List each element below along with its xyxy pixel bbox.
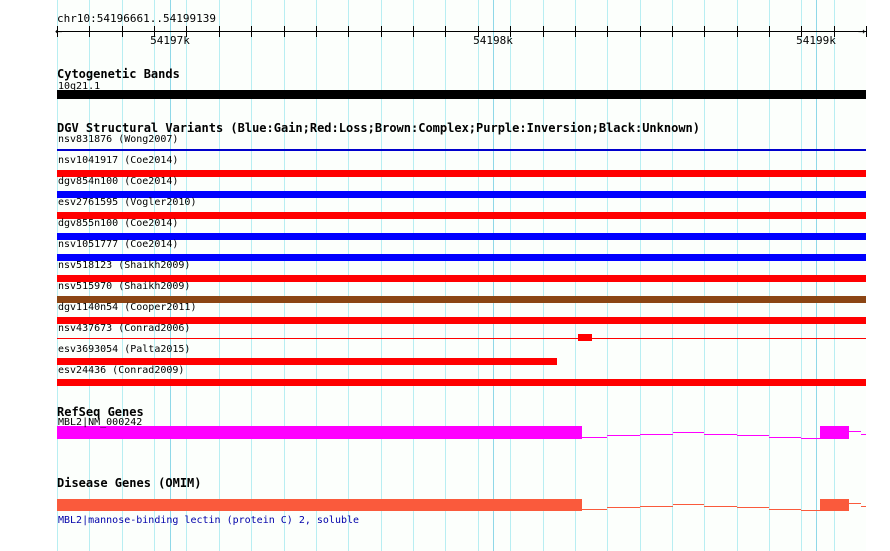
dgv-variant-bar[interactable] [57,317,866,324]
ruler-tick [154,26,155,37]
ruler-left-arrow-icon[interactable]: ← [55,24,63,38]
ruler-tick [737,26,738,37]
dgv-track-label: nsv518123 (Shaikh2009) [58,260,191,271]
dgv-variant-bar[interactable] [57,149,866,151]
dgv-variant-bar[interactable] [57,275,866,282]
ruler-tick [57,26,58,37]
ruler-tick [607,26,608,37]
ruler-tick [219,26,220,37]
ruler-tick [510,26,511,37]
dgv-variant-bar[interactable] [57,191,866,198]
dgv-variant-bar[interactable] [57,379,866,386]
ruler-tick-label: 54199k [796,34,836,47]
ruler-tick [122,26,123,37]
omim-exon-block[interactable] [820,499,849,511]
refseq-intron-line [640,434,673,435]
ruler-tick-label: 54197k [150,34,190,47]
ruler-tick [543,26,544,37]
refseq-intron-line [607,435,640,436]
refseq-intron-line [704,434,737,435]
section-title-dgv-structural-variants: DGV Structural Variants (Blue:Gain;Red:L… [57,121,700,135]
dgv-variant-bar[interactable] [57,212,866,219]
ruler-tick [316,26,317,37]
dgv-track-label: esv24436 (Conrad2009) [58,365,185,376]
dgv-track-label: dgv855n100 (Coe2014) [58,218,179,229]
refseq-intron-line [861,434,870,435]
refseq-intron-line [801,438,820,439]
ruler-tick [672,26,673,37]
omim-intron-line [769,509,801,510]
refseq-intron-line [769,437,801,438]
cytogenetic-band-bar[interactable] [57,90,866,99]
dgv-track-label: nsv437673 (Conrad2006) [58,323,191,334]
omim-intron-line [582,509,607,510]
ruler-tick [801,26,802,37]
dgv-variant-bar[interactable] [57,254,866,261]
ruler-tick [186,26,187,37]
dgv-variant-bar[interactable] [57,170,866,177]
ruler-tick [348,26,349,37]
dgv-track-label: nsv831876 (Wong2007) [58,134,179,145]
section-title-disease-genes-omim: Disease Genes (OMIM) [57,476,202,490]
dgv-variant-block[interactable] [578,334,592,341]
dgv-variant-bar[interactable] [57,233,866,240]
omim-exon-block[interactable] [57,499,582,511]
refseq-intron-line [737,435,769,436]
omim-intron-line [861,506,870,507]
omim-intron-line [607,507,640,508]
left-margin [0,0,57,551]
dgv-variant-bar[interactable] [57,296,866,303]
omim-intron-line [673,504,704,505]
refseq-exon-block[interactable] [820,426,849,439]
ruler-tick [445,26,446,37]
ruler-tick [413,26,414,37]
dgv-track-label: esv3693054 (Palta2015) [58,344,191,355]
dgv-variant-bar[interactable] [57,338,866,339]
cytogenetic-band-label: 10q21.1 [58,81,101,92]
ruler-tick [834,26,835,37]
omim-intron-line [640,506,673,507]
dgv-track-label: nsv1041917 (Coe2014) [58,155,179,166]
omim-intron-line [801,510,820,511]
dgv-track-label: nsv1051777 (Coe2014) [58,239,179,250]
ruler-tick [381,26,382,37]
ruler-tick-label: 54198k [473,34,513,47]
dgv-variant-bar[interactable] [57,358,557,365]
section-title-refseq-genes: RefSeq Genes [57,405,144,419]
ruler-tick [575,26,576,37]
ruler-tick [478,26,479,37]
dgv-track-label: dgv854n100 (Coe2014) [58,176,179,187]
ruler-tick [866,26,867,37]
omim-intron-line [849,503,861,504]
ruler-tick [769,26,770,37]
ruler-right-arrow-icon[interactable]: → [858,24,866,38]
refseq-intron-line [849,431,861,432]
refseq-exon-block[interactable] [57,426,582,439]
refseq-intron-line [582,437,607,438]
ruler-tick [704,26,705,37]
ruler-tick [284,26,285,37]
dgv-track-label: nsv515970 (Shaikh2009) [58,281,191,292]
dgv-track-label: esv2761595 (Vogler2010) [58,197,197,208]
right-margin [866,0,890,551]
omim-gene-label: MBL2|mannose-binding lectin (protein C) … [58,515,360,526]
ruler-axis-line [57,31,866,32]
region-coordinate-label: chr10:54196661..54199139 [57,12,216,25]
section-title-cytogenetic-bands: Cytogenetic Bands [57,67,180,81]
ruler-tick [89,26,90,37]
dgv-track-label: dgv1140n54 (Cooper2011) [58,302,197,313]
refseq-gene-label: MBL2|NM_000242 [58,417,143,428]
ruler-tick [640,26,641,37]
omim-intron-line [704,506,737,507]
omim-intron-line [737,507,769,508]
ruler-tick [251,26,252,37]
refseq-intron-line [673,432,704,433]
